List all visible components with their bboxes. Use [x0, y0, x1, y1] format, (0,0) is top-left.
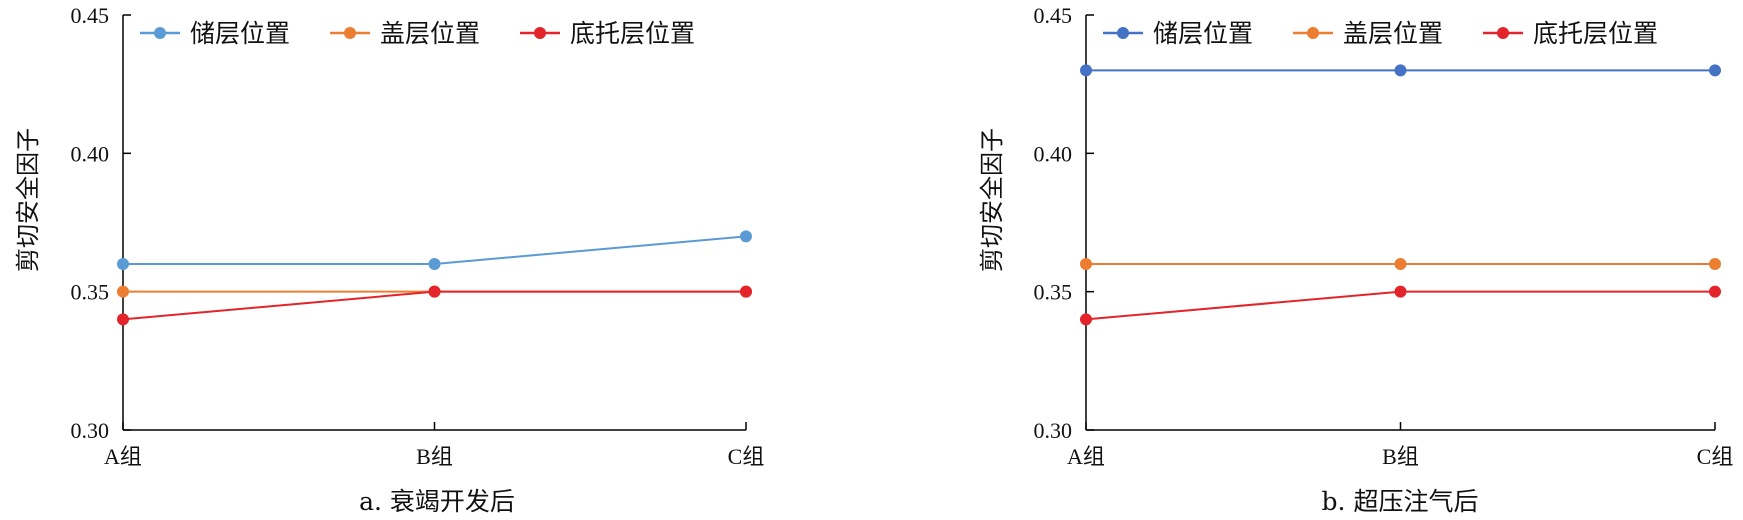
y-tick-label: 0.40	[1034, 141, 1073, 166]
series-group	[1080, 64, 1721, 326]
data-point	[117, 258, 129, 270]
chart-panel-a: 剪切安全因子 0.30 0.35 0.40 0.45 A组 B组 C组 储层位置 盖层位置 底托…	[14, 3, 764, 516]
legend-label: 底托层位置	[570, 19, 695, 48]
chart-caption: a. 衰竭开发后	[359, 487, 515, 516]
data-point	[1080, 64, 1092, 77]
data-point	[117, 313, 129, 326]
y-tick-label: 0.40	[71, 141, 110, 166]
data-point	[1709, 64, 1721, 77]
legend-label: 底托层位置	[1533, 19, 1658, 48]
x-tick-label: B组	[416, 444, 453, 469]
y-tick-label: 0.30	[1034, 418, 1073, 443]
y-axis-label: 剪切安全因子	[14, 128, 42, 272]
y-axis-ticks: 0.30 0.35 0.40 0.45 A组 B组 C组	[71, 3, 765, 469]
legend-swatch-marker	[1117, 27, 1129, 39]
chart-panel-b: 剪切安全因子 0.30 0.35 0.40 0.45 A组 B组 C组 储层位置 盖层位置 底托…	[978, 3, 1733, 516]
x-tick-label: A组	[104, 444, 142, 469]
data-point	[1080, 258, 1092, 270]
x-tick-label: C组	[728, 444, 765, 469]
series-group	[117, 230, 752, 326]
data-point	[117, 285, 129, 298]
data-point	[1080, 313, 1092, 326]
data-point	[740, 285, 752, 298]
legend-swatch-marker	[344, 27, 356, 39]
x-tick-label: B组	[1382, 444, 1419, 469]
y-tick-label: 0.45	[71, 3, 110, 28]
y-tick-label: 0.35	[1034, 280, 1073, 305]
y-axis-label: 剪切安全因子	[978, 128, 1006, 272]
legend-swatch-marker	[534, 27, 546, 39]
data-point	[1394, 258, 1407, 270]
legend-label: 盖层位置	[380, 19, 480, 48]
legend: 储层位置 盖层位置 底托层位置	[140, 19, 695, 48]
y-tick-label: 0.30	[71, 418, 110, 443]
data-point	[1709, 285, 1721, 298]
x-tick-label: A组	[1067, 444, 1105, 469]
data-point	[1394, 285, 1407, 298]
legend-swatch-marker	[1497, 27, 1509, 39]
legend-label: 储层位置	[1153, 19, 1253, 48]
legend-label: 盖层位置	[1343, 19, 1443, 48]
data-point	[1394, 64, 1407, 77]
y-tick-label: 0.35	[71, 280, 110, 305]
x-tick-label: C组	[1697, 444, 1734, 469]
data-point	[740, 230, 752, 243]
legend-swatch-marker	[1307, 27, 1319, 39]
data-point	[428, 285, 441, 298]
data-point	[1709, 258, 1721, 270]
y-tick-label: 0.45	[1034, 3, 1073, 28]
legend-label: 储层位置	[190, 19, 290, 48]
legend-swatch-marker	[154, 27, 166, 39]
y-axis-ticks: 0.30 0.35 0.40 0.45 A组 B组 C组	[1034, 3, 1734, 469]
chart-caption: b. 超压注气后	[1322, 487, 1479, 516]
legend: 储层位置 盖层位置 底托层位置	[1103, 19, 1658, 48]
data-point	[428, 258, 441, 270]
